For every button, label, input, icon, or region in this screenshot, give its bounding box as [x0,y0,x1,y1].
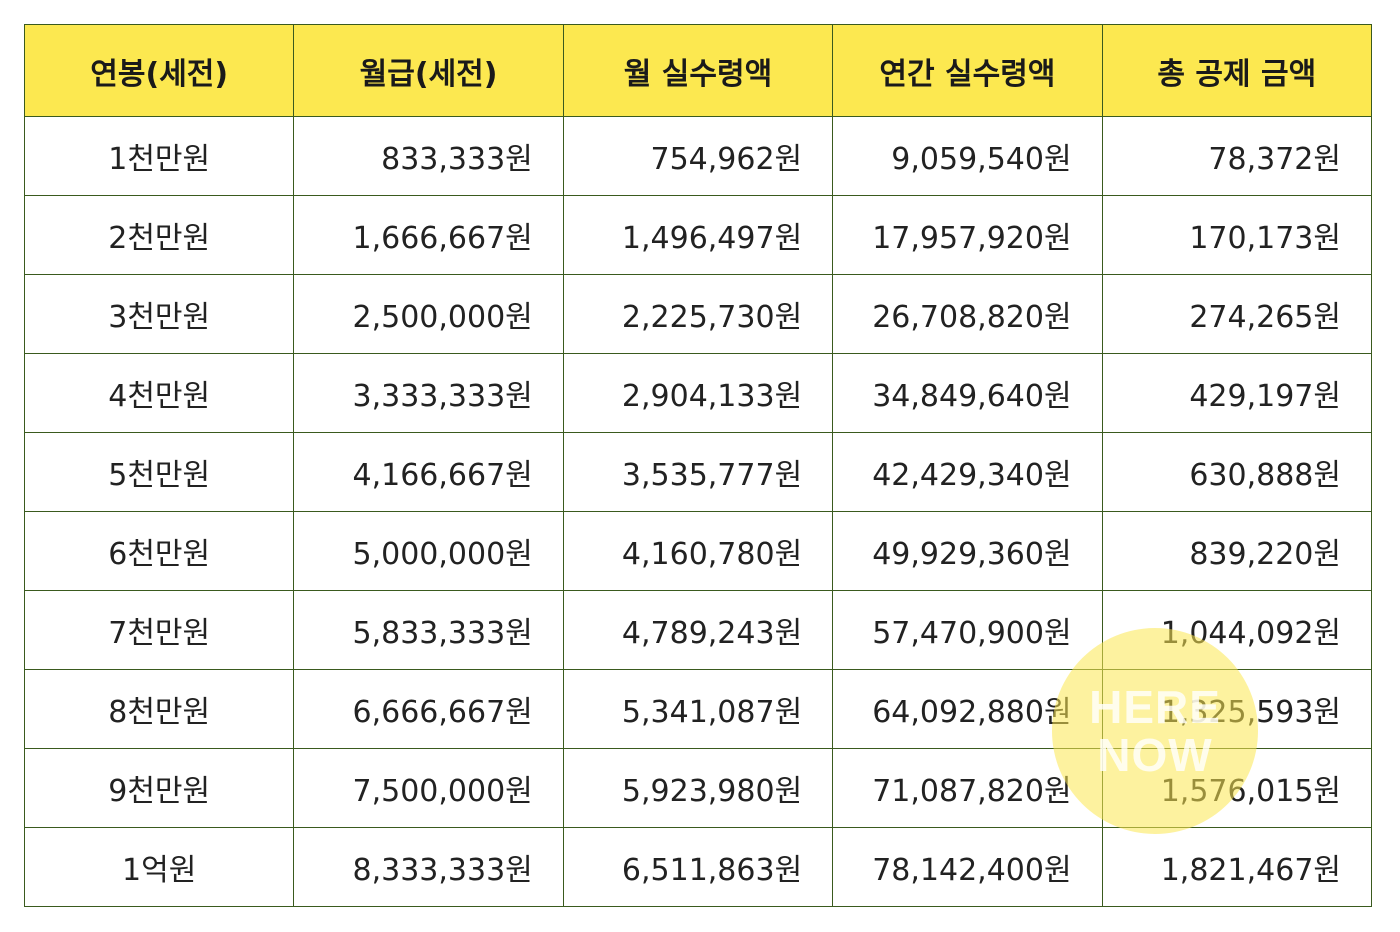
cell-monthly-salary: 3,333,333원 [293,353,564,433]
cell-monthly-net-pay: 2,904,133원 [562,353,834,433]
table-row: 2천만원 1,666,667원 1,496,497원 17,957,920원 1… [23,195,1373,275]
cell-annual-salary: 1천만원 [23,116,295,196]
cell-total-deduction: 1,821,467원 [1101,827,1373,907]
header-monthly-net-pay: 월 실수령액 [562,24,834,117]
cell-total-deduction: 274,265원 [1101,274,1373,354]
cell-monthly-salary: 7,500,000원 [293,748,564,828]
cell-annual-net-pay: 26,708,820원 [832,274,1103,354]
cell-monthly-net-pay: 5,341,087원 [562,669,834,749]
cell-monthly-net-pay: 4,789,243원 [562,590,834,670]
cell-monthly-net-pay: 2,225,730원 [562,274,834,354]
cell-annual-salary: 6천만원 [23,511,295,591]
header-total-deduction: 총 공제 금액 [1101,24,1373,117]
cell-annual-salary: 1억원 [23,827,295,907]
cell-monthly-net-pay: 5,923,980원 [562,748,834,828]
cell-monthly-salary: 4,166,667원 [293,432,564,512]
cell-annual-salary: 8천만원 [23,669,295,749]
header-monthly-salary: 월급(세전) [293,24,564,117]
cell-annual-net-pay: 9,059,540원 [832,116,1103,196]
cell-monthly-salary: 8,333,333원 [293,827,564,907]
cell-annual-salary: 4천만원 [23,353,295,433]
cell-annual-salary: 7천만원 [23,590,295,670]
table-row: 4천만원 3,333,333원 2,904,133원 34,849,640원 4… [23,353,1373,433]
table-row: 5천만원 4,166,667원 3,535,777원 42,429,340원 6… [23,432,1373,512]
cell-total-deduction: 839,220원 [1101,511,1373,591]
cell-monthly-net-pay: 1,496,497원 [562,195,834,275]
header-annual-salary: 연봉(세전) [23,24,295,117]
salary-table: 연봉(세전) 월급(세전) 월 실수령액 연간 실수령액 총 공제 금액 1천만… [23,24,1373,907]
header-annual-net-pay: 연간 실수령액 [832,24,1103,117]
cell-monthly-salary: 5,833,333원 [293,590,564,670]
cell-total-deduction: 1,044,092원 [1101,590,1373,670]
cell-total-deduction: 1,325,593원 [1101,669,1373,749]
cell-annual-net-pay: 17,957,920원 [832,195,1103,275]
table-row: 7천만원 5,833,333원 4,789,243원 57,470,900원 1… [23,590,1373,670]
cell-annual-salary: 5천만원 [23,432,295,512]
cell-total-deduction: 429,197원 [1101,353,1373,433]
table-row: 1억원 8,333,333원 6,511,863원 78,142,400원 1,… [23,827,1373,907]
cell-monthly-salary: 1,666,667원 [293,195,564,275]
table-body: 1천만원 833,333원 754,962원 9,059,540원 78,372… [23,116,1373,907]
cell-monthly-net-pay: 6,511,863원 [562,827,834,907]
cell-total-deduction: 1,576,015원 [1101,748,1373,828]
table-row: 1천만원 833,333원 754,962원 9,059,540원 78,372… [23,116,1373,196]
cell-annual-salary: 3천만원 [23,274,295,354]
header-row: 연봉(세전) 월급(세전) 월 실수령액 연간 실수령액 총 공제 금액 [23,24,1373,117]
cell-monthly-salary: 2,500,000원 [293,274,564,354]
cell-monthly-net-pay: 3,535,777원 [562,432,834,512]
cell-annual-net-pay: 34,849,640원 [832,353,1103,433]
cell-annual-salary: 2천만원 [23,195,295,275]
cell-total-deduction: 78,372원 [1101,116,1373,196]
cell-total-deduction: 170,173원 [1101,195,1373,275]
cell-annual-net-pay: 57,470,900원 [832,590,1103,670]
cell-annual-net-pay: 49,929,360원 [832,511,1103,591]
cell-monthly-salary: 6,666,667원 [293,669,564,749]
cell-total-deduction: 630,888원 [1101,432,1373,512]
table-row: 3천만원 2,500,000원 2,225,730원 26,708,820원 2… [23,274,1373,354]
table-row: 6천만원 5,000,000원 4,160,780원 49,929,360원 8… [23,511,1373,591]
cell-monthly-net-pay: 754,962원 [562,116,834,196]
cell-monthly-salary: 5,000,000원 [293,511,564,591]
table-row: 9천만원 7,500,000원 5,923,980원 71,087,820원 1… [23,748,1373,828]
cell-monthly-net-pay: 4,160,780원 [562,511,834,591]
cell-annual-net-pay: 42,429,340원 [832,432,1103,512]
table-row: 8천만원 6,666,667원 5,341,087원 64,092,880원 1… [23,669,1373,749]
cell-annual-net-pay: 64,092,880원 [832,669,1103,749]
table-header: 연봉(세전) 월급(세전) 월 실수령액 연간 실수령액 총 공제 금액 [23,24,1373,117]
cell-annual-net-pay: 78,142,400원 [832,827,1103,907]
cell-annual-net-pay: 71,087,820원 [832,748,1103,828]
cell-annual-salary: 9천만원 [23,748,295,828]
cell-monthly-salary: 833,333원 [293,116,564,196]
